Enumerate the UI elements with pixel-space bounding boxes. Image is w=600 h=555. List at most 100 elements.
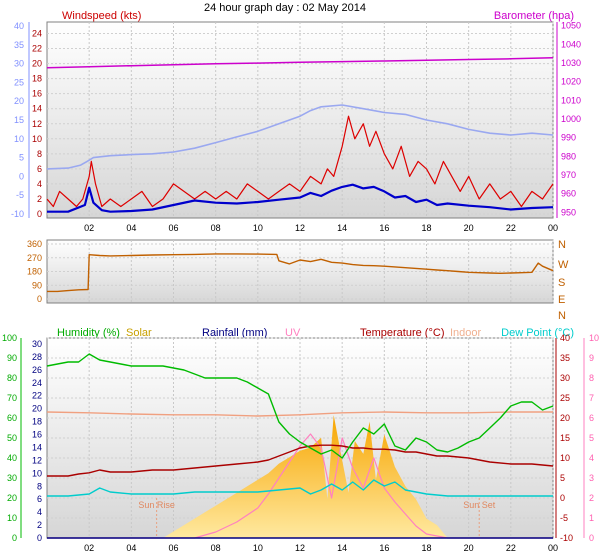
temperature-tick: 20 xyxy=(560,413,570,423)
dewpoint-line xyxy=(47,479,553,497)
uv-tick: 3 xyxy=(589,473,594,483)
barometer-tick: 1040 xyxy=(561,39,581,49)
solar-rain-tick: 20 xyxy=(32,404,42,414)
temperature-tick: 25 xyxy=(560,393,570,403)
inner-axis-tick: 18 xyxy=(32,74,42,84)
legend-rainfall: Rainfall (mm) xyxy=(202,327,267,339)
inner-axis-tick: 0 xyxy=(37,209,42,219)
winddir-tick: 90 xyxy=(32,280,42,290)
uv-tick: 6 xyxy=(589,413,594,423)
solar-rain-tick: 0 xyxy=(37,533,42,543)
solar-rain-tick: 22 xyxy=(32,391,42,401)
inner-axis-tick: 4 xyxy=(37,179,42,189)
sun-marker-label: Sun Set xyxy=(463,500,496,510)
solar-rain-tick: 2 xyxy=(37,520,42,530)
temperature-tick: 30 xyxy=(560,373,570,383)
barometer-tick: 1050 xyxy=(561,21,581,31)
x-tick-label: 12 xyxy=(295,543,305,553)
x-tick-label: 22 xyxy=(506,543,516,553)
x-tick-label: 02 xyxy=(84,223,94,233)
windspeed-line xyxy=(46,115,554,208)
temperature-tick: 40 xyxy=(560,333,570,343)
x-tick-label: 18 xyxy=(421,223,431,233)
compass-label: E xyxy=(558,294,565,306)
uv-line xyxy=(47,433,553,539)
uv-tick: 8 xyxy=(589,373,594,383)
solar-rain-tick: 18 xyxy=(32,417,42,427)
x-tick-label: 16 xyxy=(379,543,389,553)
legend-indoor: Indoor xyxy=(450,327,482,339)
legend-barometer: Barometer (hpa) xyxy=(494,10,574,22)
inner-axis-tick: 16 xyxy=(32,89,42,99)
page-title: 24 hour graph day : 02 May 2014 xyxy=(204,2,366,14)
x-tick-label: 10 xyxy=(253,223,263,233)
barometer-tick: 1030 xyxy=(561,58,581,68)
uv-tick: 10 xyxy=(589,333,599,343)
humidity-tick: 10 xyxy=(7,513,17,523)
left-axis-tick: -10 xyxy=(11,209,24,219)
humidity-tick: 90 xyxy=(7,353,17,363)
solar-rain-tick: 8 xyxy=(37,481,42,491)
legend-dewpoint: Dew Point (°C) xyxy=(501,327,574,339)
humidity-tick: 0 xyxy=(12,533,17,543)
legend-solar: Solar xyxy=(126,327,152,339)
barometer-tick: 970 xyxy=(561,170,576,180)
inner-axis-tick: 24 xyxy=(32,29,42,39)
inner-axis-tick: 22 xyxy=(32,44,42,54)
x-tick-label: 16 xyxy=(379,223,389,233)
inner-axis-tick: 6 xyxy=(37,164,42,174)
windspeed-avg-line xyxy=(47,183,554,213)
left-axis-tick: 0 xyxy=(19,171,24,181)
humidity-tick: 30 xyxy=(7,473,17,483)
barometer-tick: 960 xyxy=(561,189,576,199)
uv-tick: 5 xyxy=(589,433,594,443)
x-tick-label: 12 xyxy=(295,223,305,233)
humidity-line xyxy=(46,353,554,459)
solar-area xyxy=(47,415,553,538)
x-tick-label: 06 xyxy=(168,223,178,233)
indoor-line xyxy=(46,411,553,417)
uv-tick: 2 xyxy=(589,493,594,503)
x-tick-label: 06 xyxy=(168,543,178,553)
uv-tick: 1 xyxy=(589,513,594,523)
x-tick-label: 20 xyxy=(464,543,474,553)
x-tick-label: 04 xyxy=(126,543,136,553)
winddir-tick: 270 xyxy=(27,253,42,263)
x-tick-label: 00 xyxy=(548,223,558,233)
solar-rain-tick: 14 xyxy=(32,442,42,452)
uv-tick: 9 xyxy=(589,353,594,363)
winddir-tick: 180 xyxy=(27,267,42,277)
compass-label: N xyxy=(558,239,566,251)
solar-rain-tick: 24 xyxy=(32,378,42,388)
inner-axis-tick: 14 xyxy=(32,104,42,114)
left-axis-tick: -5 xyxy=(16,190,24,200)
temperature-tick: 15 xyxy=(560,433,570,443)
x-tick-label: 08 xyxy=(211,223,221,233)
temperature-tick: 35 xyxy=(560,353,570,363)
winddir-line xyxy=(47,253,554,293)
left-axis-tick: 20 xyxy=(14,96,24,106)
solar-rain-tick: 4 xyxy=(37,507,42,517)
left-axis-tick: 35 xyxy=(14,40,24,50)
left-axis-tick: 5 xyxy=(19,153,24,163)
inner-axis-tick: 20 xyxy=(32,59,42,69)
temperature-tick: 10 xyxy=(560,453,570,463)
humidity-tick: 60 xyxy=(7,413,17,423)
legend-temperature: Temperature (°C) xyxy=(360,327,444,339)
inner-axis-tick: 12 xyxy=(32,119,42,129)
x-tick-label: 04 xyxy=(126,223,136,233)
humidity-tick: 20 xyxy=(7,493,17,503)
humidity-tick: 70 xyxy=(7,393,17,403)
humidity-tick: 100 xyxy=(2,333,17,343)
uv-tick: 0 xyxy=(589,533,594,543)
x-tick-label: 22 xyxy=(506,223,516,233)
humidity-tick: 80 xyxy=(7,373,17,383)
x-tick-label: 18 xyxy=(421,543,431,553)
barometer-tick: 1020 xyxy=(561,77,581,87)
barometer-tick: 990 xyxy=(561,133,576,143)
x-tick-label: 20 xyxy=(464,223,474,233)
temperature-tick: -10 xyxy=(560,533,573,543)
temperature-tick: -5 xyxy=(560,513,568,523)
temperature-tick: 0 xyxy=(560,493,565,503)
